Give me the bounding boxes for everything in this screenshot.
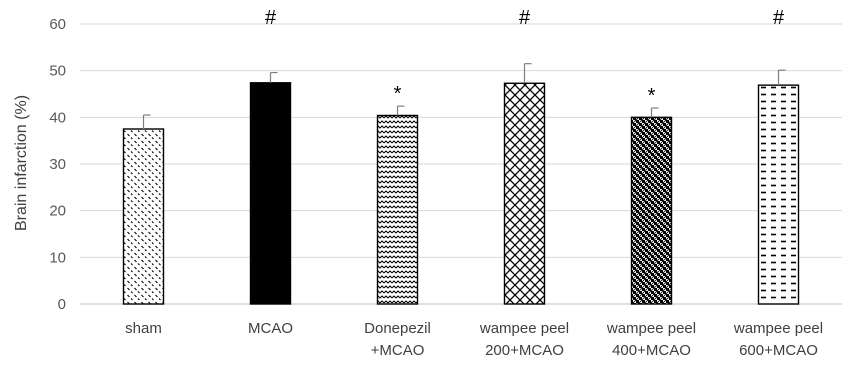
y-tick-label: 0 <box>58 296 66 313</box>
x-category-label: wampee peel 200+MCAO <box>479 320 569 359</box>
error-bar <box>523 63 532 84</box>
y-tick-label: 50 <box>49 63 66 80</box>
x-category-label: MCAO <box>248 320 293 337</box>
y-axis-title: Brain infarction (%) <box>13 95 30 231</box>
y-tick-label: 40 <box>49 109 66 126</box>
significance-mark: # <box>519 7 531 29</box>
error-bar <box>142 114 151 129</box>
y-tick-label: 10 <box>49 249 66 266</box>
significance-mark: * <box>648 85 656 107</box>
x-category-label: sham <box>125 320 162 337</box>
significance-mark: * <box>394 83 402 105</box>
bars <box>122 82 800 305</box>
bar <box>122 128 165 305</box>
error-bar <box>269 71 278 83</box>
error-bars <box>142 63 786 129</box>
x-category-label: Donepezil +MCAO <box>364 320 431 359</box>
error-bar <box>396 105 405 116</box>
error-bar <box>777 69 786 86</box>
x-axis-labels: sham MCAO Donepezil +MCAO wampee peel 200+MCA… <box>125 320 823 359</box>
y-axis-ticks: 0 10 20 30 40 50 60 <box>49 16 66 313</box>
bar <box>630 116 673 305</box>
x-category-label: wampee peel 600+MCAO <box>733 320 823 359</box>
y-tick-label: 30 <box>49 156 66 173</box>
bar <box>757 84 800 305</box>
significance-mark: # <box>773 7 785 29</box>
significance-annotations: # * # * # <box>265 7 785 107</box>
significance-mark: # <box>265 7 277 29</box>
y-tick-label: 20 <box>49 203 66 220</box>
gridlines <box>80 23 842 305</box>
x-category-label: wampee peel 400+MCAO <box>606 320 696 359</box>
bar <box>376 114 419 305</box>
error-bar <box>650 107 659 118</box>
y-tick-label: 60 <box>49 16 66 33</box>
bar <box>249 82 292 305</box>
bar <box>503 82 546 305</box>
